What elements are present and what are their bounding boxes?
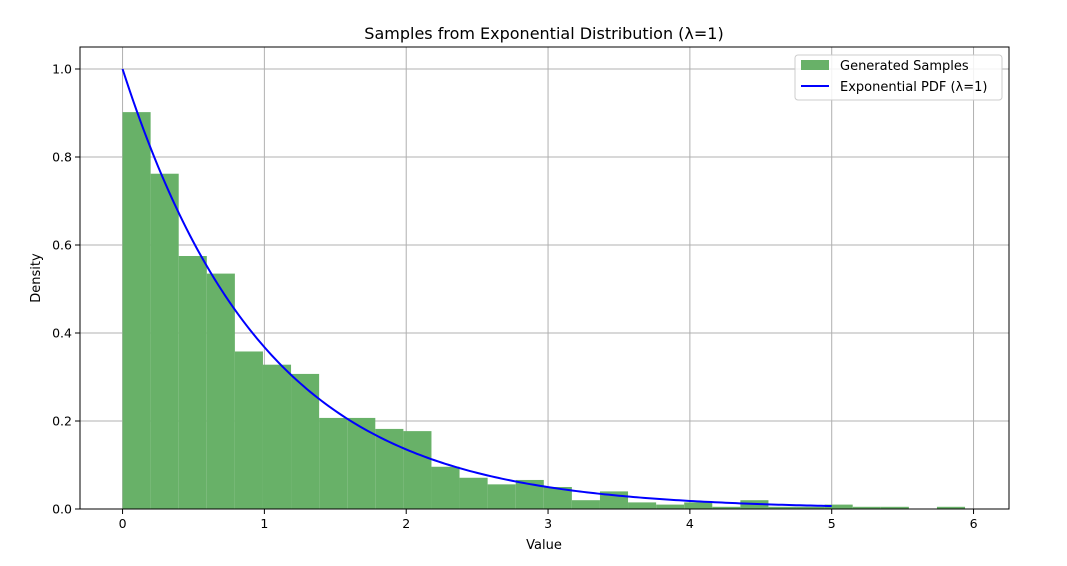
histogram-bar [206,273,235,509]
histogram-bar [487,484,516,509]
y-axis-label: Density [29,253,44,303]
histogram-bar [628,502,657,509]
histogram-bar [852,506,881,509]
histogram-bar [712,506,741,509]
histogram-bar [824,504,853,509]
chart-title: Samples from Exponential Distribution (λ… [364,24,723,43]
histogram-bar [178,256,207,509]
histogram-bar [431,466,460,509]
histogram-bar [291,373,320,509]
x-tick-label: 5 [828,516,836,531]
legend-histogram-swatch [801,60,829,70]
x-tick-label: 6 [970,516,978,531]
histogram-bars [122,112,966,510]
x-tick-label: 2 [402,516,410,531]
x-tick-label: 1 [260,516,268,531]
y-tick-label: 0.6 [52,238,72,253]
histogram-bar [543,487,572,509]
legend: Generated Samples Exponential PDF (λ=1) [794,54,1003,101]
y-axis-ticks: 0.0 0.2 0.4 0.6 0.8 1.0 [52,62,80,517]
y-tick-label: 0.4 [52,326,72,341]
legend-line-label: Exponential PDF (λ=1) [840,80,987,95]
histogram-bar [768,506,797,509]
histogram-bar [684,502,713,509]
pdf-line [121,68,832,508]
histogram-bar [319,417,348,509]
histogram-bar [122,112,151,510]
histogram-bar [571,500,600,509]
histogram-bar [459,477,488,509]
legend-histogram-label: Generated Samples [840,59,969,74]
y-tick-label: 0.0 [52,502,72,517]
x-axis-label: Value [526,538,562,553]
legend-box [794,54,1003,101]
histogram-bar [656,504,685,509]
x-tick-label: 0 [119,516,127,531]
x-tick-label: 4 [686,516,694,531]
histogram-bar [796,506,825,509]
x-axis-ticks: 0 1 2 3 4 5 6 [119,509,978,531]
histogram-bar [403,431,432,509]
pdf-line-layer [121,68,832,508]
histogram-bar [150,173,179,509]
plot-frame [79,46,1010,510]
histogram-bar [262,364,292,509]
y-tick-label: 1.0 [52,62,72,77]
histogram-bar [234,351,263,509]
histogram-bar [880,506,909,509]
y-tick-label: 0.8 [52,150,72,165]
histogram-bar [936,506,966,509]
x-tick-label: 3 [544,516,552,531]
y-tick-label: 0.2 [52,414,72,429]
